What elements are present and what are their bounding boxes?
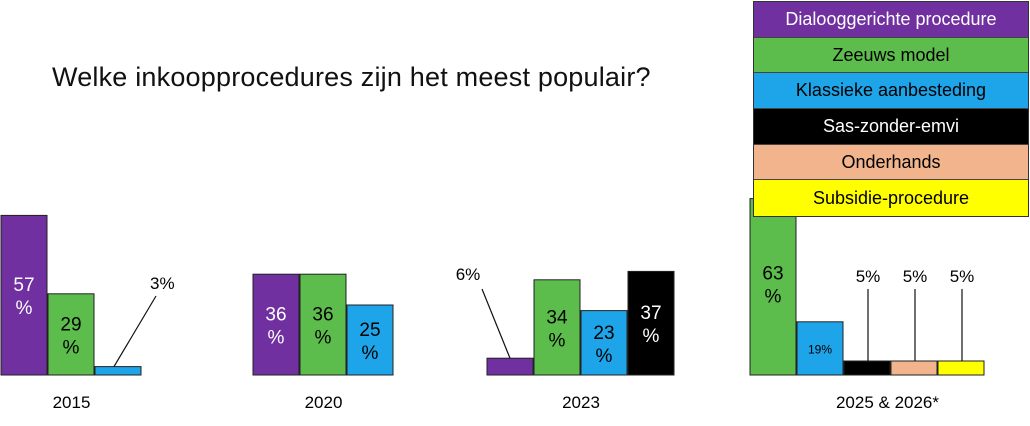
category-label: 2023 — [562, 393, 600, 412]
category-label: 2025 & 2026* — [836, 393, 939, 412]
data-label: 34 — [546, 307, 568, 328]
data-label: 5% — [903, 267, 928, 286]
legend-item: Zeeuws model — [754, 37, 1028, 74]
data-label: % — [596, 346, 613, 367]
bar — [533, 279, 581, 376]
bar — [252, 273, 300, 376]
data-label: % — [315, 328, 332, 349]
legend-item: Sas-zonder-emvi — [754, 109, 1028, 145]
bar — [0, 214, 48, 376]
bar — [299, 273, 347, 376]
data-label: 23 — [593, 323, 614, 344]
data-label: 3% — [150, 274, 175, 293]
data-label: 5% — [950, 267, 975, 286]
data-label: % — [268, 328, 285, 349]
data-label: 19% — [808, 342, 832, 356]
data-label: % — [362, 343, 379, 364]
legend-item: Klassieke aanbesteding — [754, 73, 1028, 110]
bar — [580, 310, 628, 376]
data-label: 5% — [856, 267, 881, 286]
data-label: % — [16, 298, 33, 319]
data-label: 36 — [265, 305, 286, 326]
data-label: % — [643, 326, 660, 347]
callout-line — [113, 295, 157, 367]
data-label: 37 — [640, 303, 661, 324]
category-label: 2015 — [53, 393, 91, 412]
legend-item: Subsidie-procedure — [754, 180, 1028, 217]
data-label: 6% — [456, 265, 481, 284]
data-label: % — [765, 287, 782, 308]
data-label: 63 — [762, 264, 783, 285]
data-label: 57 — [13, 275, 34, 296]
callout-line — [481, 288, 511, 359]
data-label: 25 — [359, 320, 380, 341]
category-label: 2020 — [305, 393, 343, 412]
bar — [47, 293, 95, 376]
data-label: 29 — [60, 314, 81, 335]
legend-item: Onderhands — [754, 144, 1028, 181]
bar — [890, 360, 938, 376]
bar — [749, 198, 797, 376]
chart-title: Welke inkoopprocedures zijn het meest po… — [52, 62, 651, 92]
bar — [486, 357, 534, 376]
bar — [94, 366, 142, 376]
data-label: % — [63, 337, 80, 358]
legend-item: Dialooggerichte procedure — [754, 2, 1028, 38]
data-label: 36 — [312, 305, 333, 326]
bar — [627, 270, 675, 376]
bar — [937, 360, 985, 376]
bar — [843, 360, 891, 376]
bar — [796, 321, 844, 376]
legend: Dialooggerichte procedure Zeeuws model Kla… — [753, 1, 1029, 218]
data-label: % — [549, 330, 566, 351]
bar — [346, 304, 394, 376]
